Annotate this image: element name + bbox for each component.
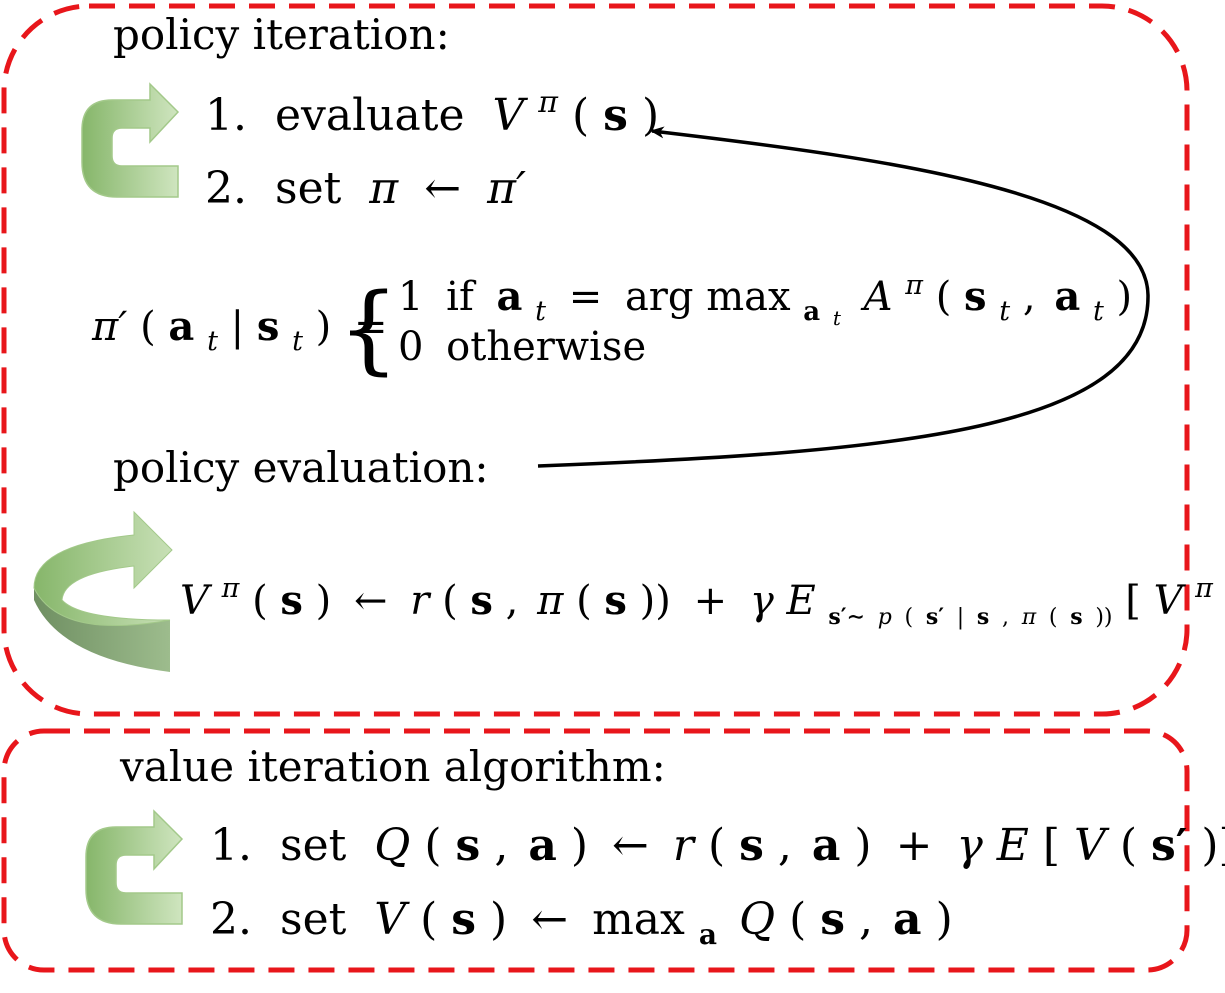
policy-iteration-title: policy iteration: [113,10,450,59]
step-number: 2. [205,163,247,214]
evaluation-to-evaluate-connector [537,126,1150,468]
greedy-policy-case-2: 0 otherwise [398,324,646,370]
greedy-policy-lhs: π′ ( a t | s t ) = [91,303,388,360]
policy-iteration-step2: 2. set π ← π′ [205,163,526,214]
cases-brace: { [338,273,399,385]
greedy-policy-case-1: 1 if a t = arg max a t A π ( s t , a t ) [398,258,1132,335]
value-iteration-step1: 1. set Q ( s , a ) ← r ( s , a ) + γ E [… [210,820,1225,871]
step-number: 1. [210,820,252,871]
value-iteration-title: value iteration algorithm: [119,742,666,791]
value-iteration-frame [1,728,1190,973]
step-number: 1. [205,90,247,141]
u-turn-loop-arrow-icon [85,809,184,925]
policy-iteration-step1: 1. evaluate V π ( s ) [205,72,659,141]
value-iteration-step2: 2. set V ( s ) ← max a Q ( s , a ) [210,894,953,955]
step-number: 2. [210,894,252,945]
policy-iteration-frame [1,3,1190,717]
u-turn-loop-arrow-icon [81,82,180,198]
bellman-backup-equation: V π ( s ) ← r ( s , π ( s )) + γ E s′∼ p… [180,561,1225,634]
curved-ribbon-arrow-icon [33,510,173,672]
policy-evaluation-title: policy evaluation: [113,443,489,492]
